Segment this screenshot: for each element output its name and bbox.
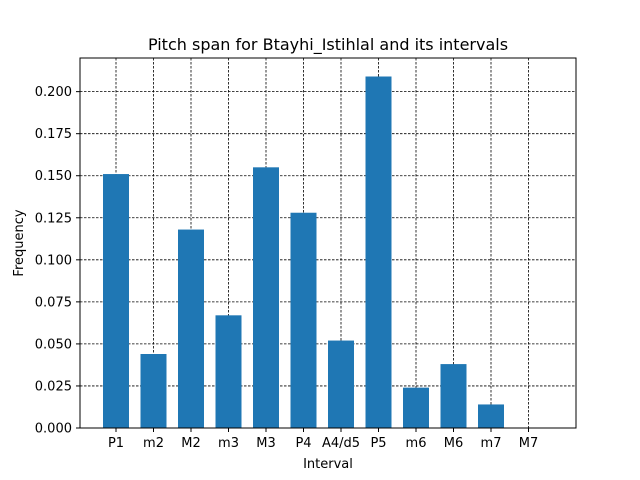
x-axis-ticks: P1 m2 M2 m3 M3 P4 A4/d5 P5 m6 M6 m7 M7 xyxy=(108,428,538,451)
bar-P5 xyxy=(365,76,392,428)
y-tick-label: 0.125 xyxy=(35,211,72,226)
x-tick-label: M3 xyxy=(256,436,276,451)
y-tick-label: 0.075 xyxy=(35,295,72,310)
x-tick-label: P5 xyxy=(370,436,386,451)
x-tick-label: m7 xyxy=(481,436,502,451)
x-axis-label: Interval xyxy=(303,457,353,472)
bar-P4 xyxy=(290,212,317,428)
x-tick-label: P4 xyxy=(295,436,311,451)
bar-m7 xyxy=(478,404,504,428)
bar-M2 xyxy=(178,229,204,428)
x-tick-label: M2 xyxy=(181,436,201,451)
bar-m2 xyxy=(140,354,167,428)
bars xyxy=(103,76,504,428)
chart-title: Pitch span for Btayhi_Istihlal and its i… xyxy=(148,35,508,55)
bar-M6 xyxy=(440,364,467,428)
y-tick-label: 0.050 xyxy=(35,337,72,352)
x-tick-label: A4/d5 xyxy=(322,436,360,451)
x-tick-label: M6 xyxy=(444,436,464,451)
bar-m3 xyxy=(215,315,242,428)
bar-A4/d5 xyxy=(328,340,354,428)
y-tick-label: 0.025 xyxy=(35,379,72,394)
plot-frame xyxy=(79,57,577,429)
x-tick-label: m2 xyxy=(143,436,164,451)
x-tick-label: m6 xyxy=(406,436,427,451)
y-tick-label: 0.100 xyxy=(35,253,72,268)
x-tick-label: M7 xyxy=(519,436,539,451)
bar-M3 xyxy=(253,167,279,428)
y-tick-label: 0.200 xyxy=(35,85,72,100)
bar-P1 xyxy=(103,174,129,428)
y-axis-ticks: 0.000 0.025 0.050 0.075 0.100 0.125 0.150 0.175… xyxy=(35,85,80,437)
x-tick-label: P1 xyxy=(108,436,124,451)
y-tick-label: 0.150 xyxy=(35,169,72,184)
y-tick-label: 0.175 xyxy=(35,127,72,142)
bar-m6 xyxy=(403,387,429,428)
x-tick-label: m3 xyxy=(218,436,239,451)
y-axis-label: Frequency xyxy=(12,209,27,276)
y-tick-label: 0.000 xyxy=(35,422,72,437)
